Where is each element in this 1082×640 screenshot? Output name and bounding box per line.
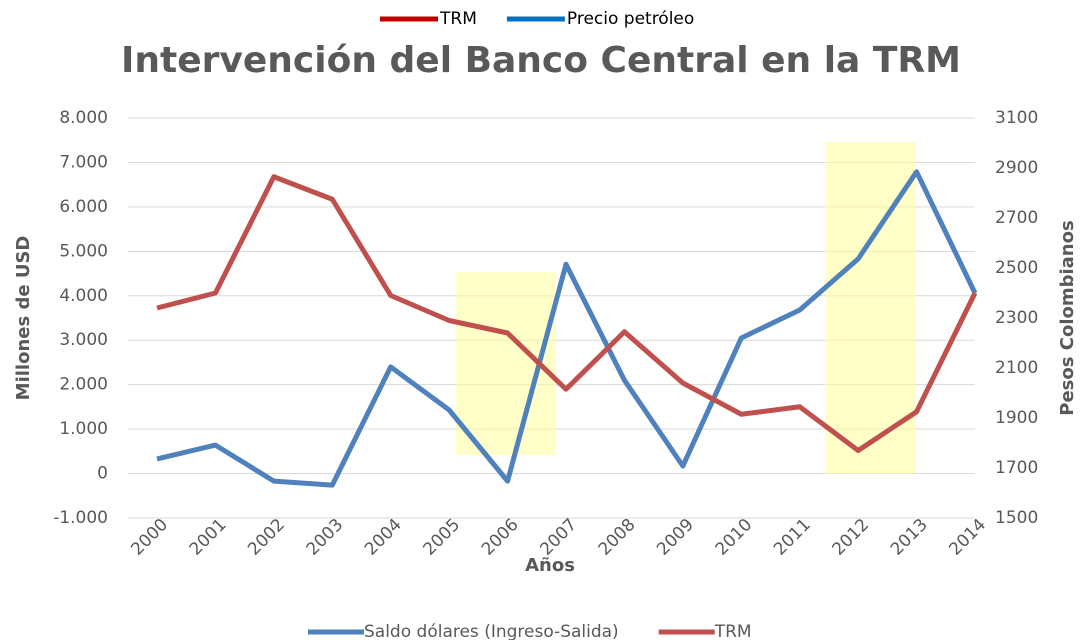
x-tick-label: 2013	[887, 515, 932, 560]
x-tick-label: 2014	[945, 515, 990, 560]
x-tick-label: 2006	[478, 515, 523, 560]
x-axis-title: Años	[525, 555, 575, 576]
legend-label: Precio petróleo	[567, 9, 694, 29]
line-series	[156, 169, 978, 488]
x-tick-label: 2000	[127, 515, 172, 560]
x-tick-label: 2010	[712, 515, 757, 560]
x-tick-label: 2003	[303, 515, 348, 560]
x-tick-label: 2012	[828, 515, 873, 560]
legend-label: TRM	[714, 622, 752, 640]
x-tick-label: 2007	[536, 515, 581, 560]
y2-tick-label: 2300	[995, 308, 1038, 328]
y2-tick-label: 2100	[995, 358, 1038, 378]
x-tick-label: 2008	[595, 515, 640, 560]
y-tick-label: 8.000	[59, 108, 108, 128]
y2-tick-label: 2700	[995, 208, 1038, 228]
y2-tick-label: 3100	[995, 108, 1038, 128]
y2-tick-label: 1500	[995, 508, 1038, 528]
legend-label: TRM	[439, 9, 477, 29]
y-tick-label: 2.000	[59, 375, 108, 395]
y2-tick-label: 1900	[995, 408, 1038, 428]
y-tick-label: 0	[97, 464, 108, 484]
y-axis-title: Millones de USD	[13, 236, 34, 401]
chart-title: Intervención del Banco Central en la TRM	[121, 40, 961, 81]
y-tick-label: 1.000	[59, 419, 108, 439]
x-tick-label: 2011	[770, 515, 815, 560]
y-tick-label: 7.000	[59, 152, 108, 172]
y-tick-label: 3.000	[59, 330, 108, 350]
y2-tick-label: 1700	[995, 458, 1038, 478]
x-tick-label: 2002	[244, 515, 289, 560]
y-tick-label: 6.000	[59, 197, 108, 217]
legend-label: Saldo dólares (Ingreso-Salida)	[364, 622, 619, 640]
y2-axis-title: Pesos Colombianos	[1057, 220, 1078, 415]
x-tick-label: 2005	[419, 515, 464, 560]
y2-tick-label: 2500	[995, 258, 1038, 278]
x-tick-label: 2009	[653, 515, 698, 560]
y-tick-label: 4.000	[59, 286, 108, 306]
y2-tick-label: 2900	[995, 158, 1038, 178]
y-tick-label: -1.000	[53, 508, 108, 528]
x-tick-label: 2001	[186, 515, 231, 560]
y-tick-label: 5.000	[59, 241, 108, 261]
line-series	[156, 174, 978, 453]
x-tick-label: 2004	[361, 515, 406, 560]
